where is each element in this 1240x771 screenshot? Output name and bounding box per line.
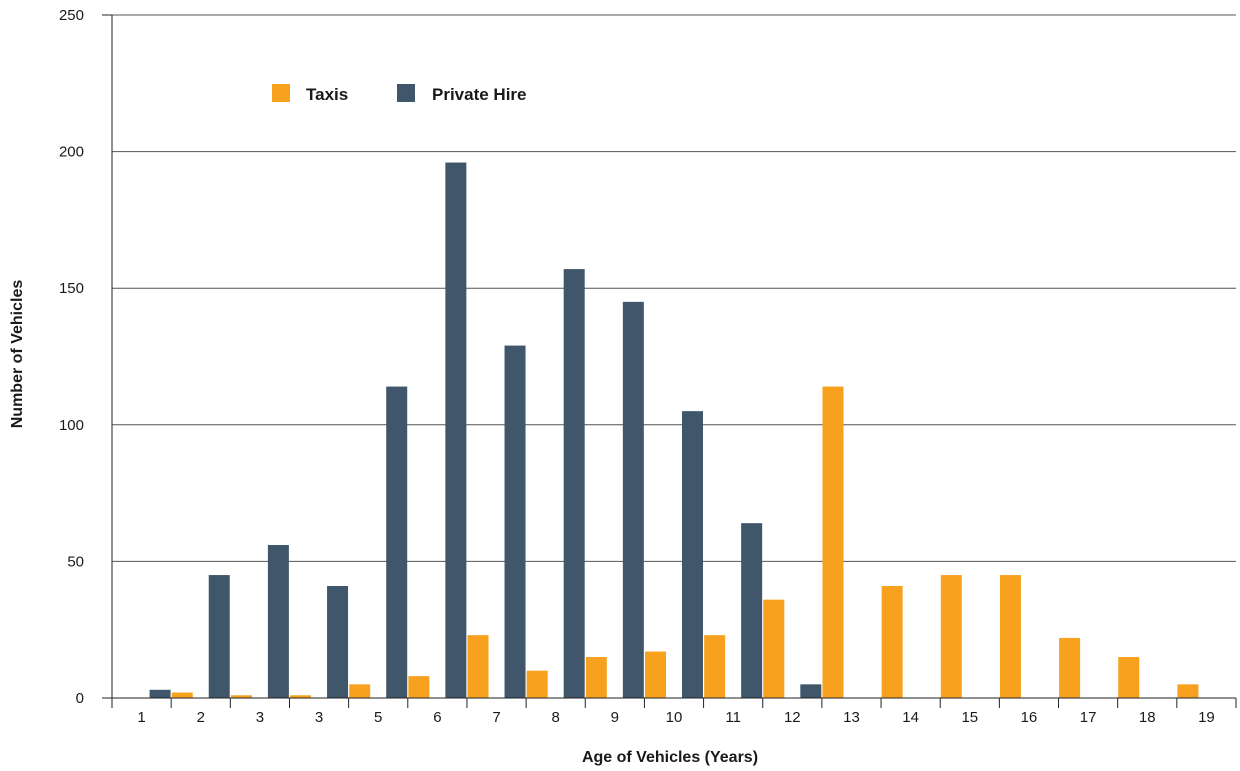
bar-taxis-2 <box>171 692 193 698</box>
bar-taxis-13 <box>822 386 844 698</box>
legend-label-private-hire: Private Hire <box>432 85 527 104</box>
bar-taxis-17 <box>1059 637 1081 698</box>
bar-private-hire-7 <box>504 345 526 698</box>
bar-private-hire-11 <box>741 523 763 698</box>
x-tick-label: 15 <box>961 709 978 726</box>
bar-private-hire-2 <box>208 575 230 698</box>
x-tick-label: 11 <box>725 709 741 726</box>
x-tick-label: 8 <box>552 709 560 726</box>
bar-taxis-18 <box>1118 657 1140 698</box>
legend-swatch-taxis <box>272 84 290 102</box>
y-tick-label: 200 <box>59 144 84 161</box>
bar-taxis-11 <box>704 635 726 698</box>
x-tick-label: 3 <box>256 709 264 726</box>
x-tick-label: 16 <box>1021 709 1038 726</box>
y-tick-label: 150 <box>59 280 84 297</box>
gridlines <box>112 14 1236 562</box>
y-axis-title: Number of Vehicles <box>9 280 26 429</box>
legend-label-taxis: Taxis <box>306 85 348 104</box>
legend: Taxis Private Hire <box>272 84 527 104</box>
bar-private-hire-4 <box>327 585 349 698</box>
bar-taxis-19 <box>1177 684 1199 698</box>
bar-taxis-14 <box>881 585 903 698</box>
bar-private-hire-8 <box>563 269 585 698</box>
x-tick-label: 2 <box>197 709 205 726</box>
x-tick-label: 19 <box>1198 709 1215 726</box>
x-tick-label: 12 <box>784 709 801 726</box>
bar-private-hire-5 <box>386 386 408 698</box>
bar-private-hire-12 <box>800 684 822 698</box>
bar-private-hire-3 <box>267 545 289 698</box>
legend-swatch-private-hire <box>397 84 415 102</box>
x-axis-title: Age of Vehicles (Years) <box>582 749 758 766</box>
bar-taxis-16 <box>999 575 1021 698</box>
y-tick-label: 50 <box>67 553 84 570</box>
bar-taxis-5 <box>349 684 371 698</box>
bar-taxis-4 <box>290 695 312 698</box>
bar-private-hire-6 <box>445 162 467 698</box>
y-tick-labels: 0 50 100 150 200 250 <box>59 7 84 707</box>
bar-private-hire-9 <box>622 301 644 698</box>
x-tick-label: 18 <box>1139 709 1156 726</box>
bar-taxis-3 <box>230 695 252 698</box>
x-tick-label: 17 <box>1080 709 1097 726</box>
x-tick-label: 7 <box>492 709 500 726</box>
bar-taxis-8 <box>526 670 548 698</box>
x-tick-label: 6 <box>433 709 441 726</box>
bar-taxis-12 <box>763 599 785 698</box>
x-tick-label: 3 <box>315 709 323 726</box>
bar-private-hire-10 <box>682 411 703 698</box>
axes <box>102 14 1237 708</box>
y-tick-label: 250 <box>59 7 84 24</box>
bar-taxis-6 <box>408 676 430 698</box>
y-tick-label: 0 <box>76 690 84 707</box>
bar-private-hire-1 <box>149 689 171 698</box>
y-tick-label: 100 <box>59 417 84 434</box>
x-tick-label: 1 <box>137 709 145 726</box>
x-tick-label: 10 <box>666 709 683 726</box>
x-tick-label: 14 <box>902 709 919 726</box>
x-tick-label: 9 <box>611 709 619 726</box>
bar-taxis-7 <box>467 635 489 698</box>
x-tick-labels: 1 2 3 3 5 6 7 8 9 10 11 12 13 14 15 16 17 18 19 <box>137 709 1214 726</box>
bars <box>149 162 1199 698</box>
bar-taxis-9 <box>585 657 607 698</box>
bar-taxis-15 <box>940 575 962 698</box>
bar-taxis-10 <box>645 651 666 698</box>
x-tick-label: 5 <box>374 709 382 726</box>
x-tick-label: 13 <box>843 709 860 726</box>
